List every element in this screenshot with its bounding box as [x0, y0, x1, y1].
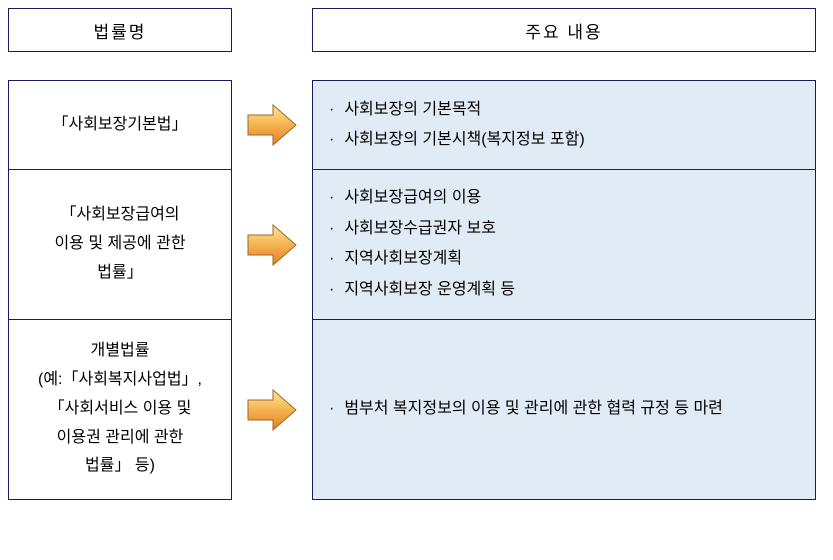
bullet-dot: · [329, 125, 334, 155]
bullet-item: · 지역사회보장 운영계획 등 [329, 275, 799, 305]
bullet-dot: · [329, 95, 334, 125]
bullet-item: · 사회보장의 기본목적 [329, 95, 799, 125]
header-gap [232, 8, 312, 52]
arrow-right-icon [245, 103, 299, 147]
law-name-1: 「사회보장급여의 이용 및 제공에 관한 법률」 [54, 201, 185, 287]
bullet-text: 범부처 복지정보의 이용 및 관리에 관한 협력 규정 등 마련 [344, 394, 723, 424]
law-cell-2: 개별법률 (예:「사회복지사업법」, 「사회서비스 이용 및 이용권 관리에 관… [8, 319, 232, 501]
bullet-item: · 사회보장수급권자 보호 [329, 214, 799, 244]
bullet-text: 지역사회보장 운영계획 등 [344, 275, 515, 305]
bullet-item: · 범부처 복지정보의 이용 및 관리에 관한 협력 규정 등 마련 [329, 394, 799, 424]
law-cell-0: 「사회보장기본법」 [8, 80, 232, 170]
bullet-dot: · [329, 394, 334, 424]
bullet-text: 지역사회보장계획 [344, 244, 462, 274]
bullet-text: 사회보장급여의 이용 [344, 183, 481, 213]
arrow-right-icon [245, 223, 299, 267]
content-cell-2: · 범부처 복지정보의 이용 및 관리에 관한 협력 규정 등 마련 [312, 319, 816, 501]
content-cell-1: · 사회보장급여의 이용 · 사회보장수급권자 보호 · 지역사회보장계획 · 지역사회… [312, 169, 816, 321]
bullet-item: · 사회보장급여의 이용 [329, 183, 799, 213]
arrow-cell-2 [232, 320, 312, 500]
bullet-dot: · [329, 183, 334, 213]
header-right: 주요 내용 [312, 8, 816, 52]
spacer [312, 52, 816, 80]
spacer [232, 52, 312, 80]
header-left-label: 법률명 [94, 18, 147, 43]
arrow-cell-0 [232, 80, 312, 170]
spacer [8, 52, 232, 80]
bullet-text: 사회보장의 기본시책(복지정보 포함) [344, 125, 584, 155]
header-left: 법률명 [8, 8, 232, 52]
bullet-dot: · [329, 275, 334, 305]
bullet-item: · 지역사회보장계획 [329, 244, 799, 274]
law-name-0: 「사회보장기본법」 [52, 111, 187, 140]
bullet-text: 사회보장의 기본목적 [344, 95, 481, 125]
bullet-item: · 사회보장의 기본시책(복지정보 포함) [329, 125, 799, 155]
header-right-label: 주요 내용 [525, 18, 602, 43]
content-cell-0: · 사회보장의 기본목적 · 사회보장의 기본시책(복지정보 포함) [312, 80, 816, 170]
bullet-dot: · [329, 214, 334, 244]
law-name-2: 개별법률 (예:「사회복지사업법」, 「사회서비스 이용 및 이용권 관리에 관… [38, 337, 202, 481]
diagram-grid: 법률명 주요 내용 「사회보장기본법」 · 사회보장의 기본목적 · 사회보장의 기… [8, 8, 825, 500]
law-cell-1: 「사회보장급여의 이용 및 제공에 관한 법률」 [8, 169, 232, 321]
bullet-dot: · [329, 244, 334, 274]
bullet-text: 사회보장수급권자 보호 [344, 214, 496, 244]
arrow-cell-1 [232, 170, 312, 320]
arrow-right-icon [245, 388, 299, 432]
